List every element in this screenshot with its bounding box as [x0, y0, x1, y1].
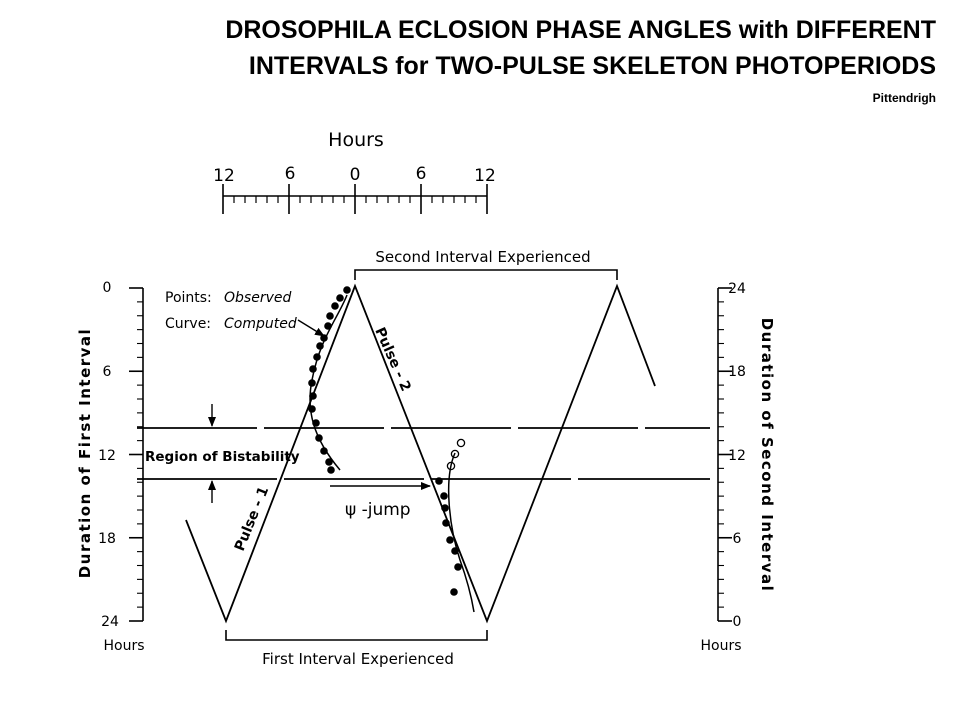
hours-tick-label-12-right: 12	[474, 166, 496, 186]
observed-point-open	[446, 461, 456, 471]
points-key-label: Points:	[165, 290, 212, 306]
computed-curve-lower	[447, 452, 475, 613]
observed-point	[309, 365, 317, 373]
left-tick-label-24: 24	[101, 614, 119, 630]
bistability-boundaries: Region of Bistability	[137, 404, 710, 503]
left-tick-label-6: 6	[103, 364, 112, 380]
observed-point	[308, 405, 316, 413]
observed-point	[315, 434, 323, 442]
hours-tick-label-6-right: 6	[416, 164, 427, 184]
observed-point	[451, 547, 459, 555]
observed-point	[440, 492, 448, 500]
left-tick-label-18: 18	[98, 531, 116, 547]
right-axis-ticks	[718, 287, 732, 622]
observed-point	[326, 312, 334, 320]
observed-point	[331, 302, 339, 310]
first-interval-label: First Interval Experienced	[262, 650, 454, 668]
left-axis-label: Duration of First Interval	[76, 328, 94, 578]
credit-author: Pittendrigh	[872, 91, 936, 105]
hours-tick-label-6-left: 6	[285, 164, 296, 184]
observed-point	[312, 419, 320, 427]
curve-key-arrow	[297, 319, 325, 337]
observed-point	[435, 477, 443, 485]
right-tick-label-6: 6	[733, 531, 742, 547]
hours-scale-label: Hours	[328, 129, 384, 151]
observed-point	[442, 519, 450, 527]
second-interval-label: Second Interval Experienced	[375, 248, 590, 266]
observed-point	[343, 286, 351, 294]
hours-tick-label-12-left: 12	[213, 166, 235, 186]
right-tick-label-24: 24	[728, 281, 746, 297]
left-axis-ticks	[129, 287, 143, 622]
hours-scale-ticks	[222, 184, 488, 214]
observed-point	[308, 379, 316, 387]
observed-point	[441, 504, 449, 512]
observed-point	[324, 322, 332, 330]
observed-point	[446, 536, 454, 544]
observed-point-open	[450, 449, 460, 459]
left-tick-label-0: 0	[103, 280, 112, 296]
title-line-1: DROSOPHILA ECLOSION PHASE ANGLES with DI…	[225, 16, 936, 44]
curve-key-label: Curve:	[165, 316, 211, 332]
points-key-value: Observed	[224, 290, 291, 306]
observed-point	[336, 294, 344, 302]
hours-scale: Hours 12 6 0 6 12	[213, 129, 496, 214]
first-interval-bracket: First Interval Experienced	[225, 630, 488, 668]
observed-point	[327, 466, 335, 474]
left-axis-unit: Hours	[103, 638, 144, 654]
observed-point	[450, 588, 458, 596]
left-axis: 0 6 12 18 24 Hours Duration of First Int…	[76, 280, 145, 654]
right-axis-label: Duration of Second Interval	[758, 318, 776, 593]
hours-tick-label-0: 0	[350, 165, 361, 185]
observed-point	[313, 353, 321, 361]
observed-point	[320, 447, 328, 455]
right-axis-unit: Hours	[700, 638, 741, 654]
observed-point-open	[456, 438, 466, 448]
right-axis: 24 18 12 6 0 Hours Duration of Second In…	[700, 281, 776, 654]
psi-jump: ψ -jump	[330, 482, 431, 520]
right-tick-label-12: 12	[728, 448, 746, 464]
psi-jump-label: ψ -jump	[345, 500, 411, 520]
second-interval-bracket: Second Interval Experienced	[354, 248, 618, 280]
pulse-zigzag-line	[185, 283, 656, 624]
bistability-label: Region of Bistability	[145, 449, 300, 465]
observed-point	[309, 392, 317, 400]
title-line-2: INTERVALS for TWO-PULSE SKELETON PHOTOPE…	[248, 52, 936, 80]
observed-points	[308, 286, 466, 596]
right-tick-label-0: 0	[733, 614, 742, 630]
left-tick-label-12: 12	[98, 448, 116, 464]
curve-key-value: Computed	[224, 316, 297, 332]
observed-point	[316, 342, 324, 350]
observed-point	[325, 458, 333, 466]
right-tick-label-18: 18	[728, 364, 746, 380]
observed-point	[454, 563, 462, 571]
legend-key: Points: Observed Curve: Computed	[165, 290, 325, 337]
